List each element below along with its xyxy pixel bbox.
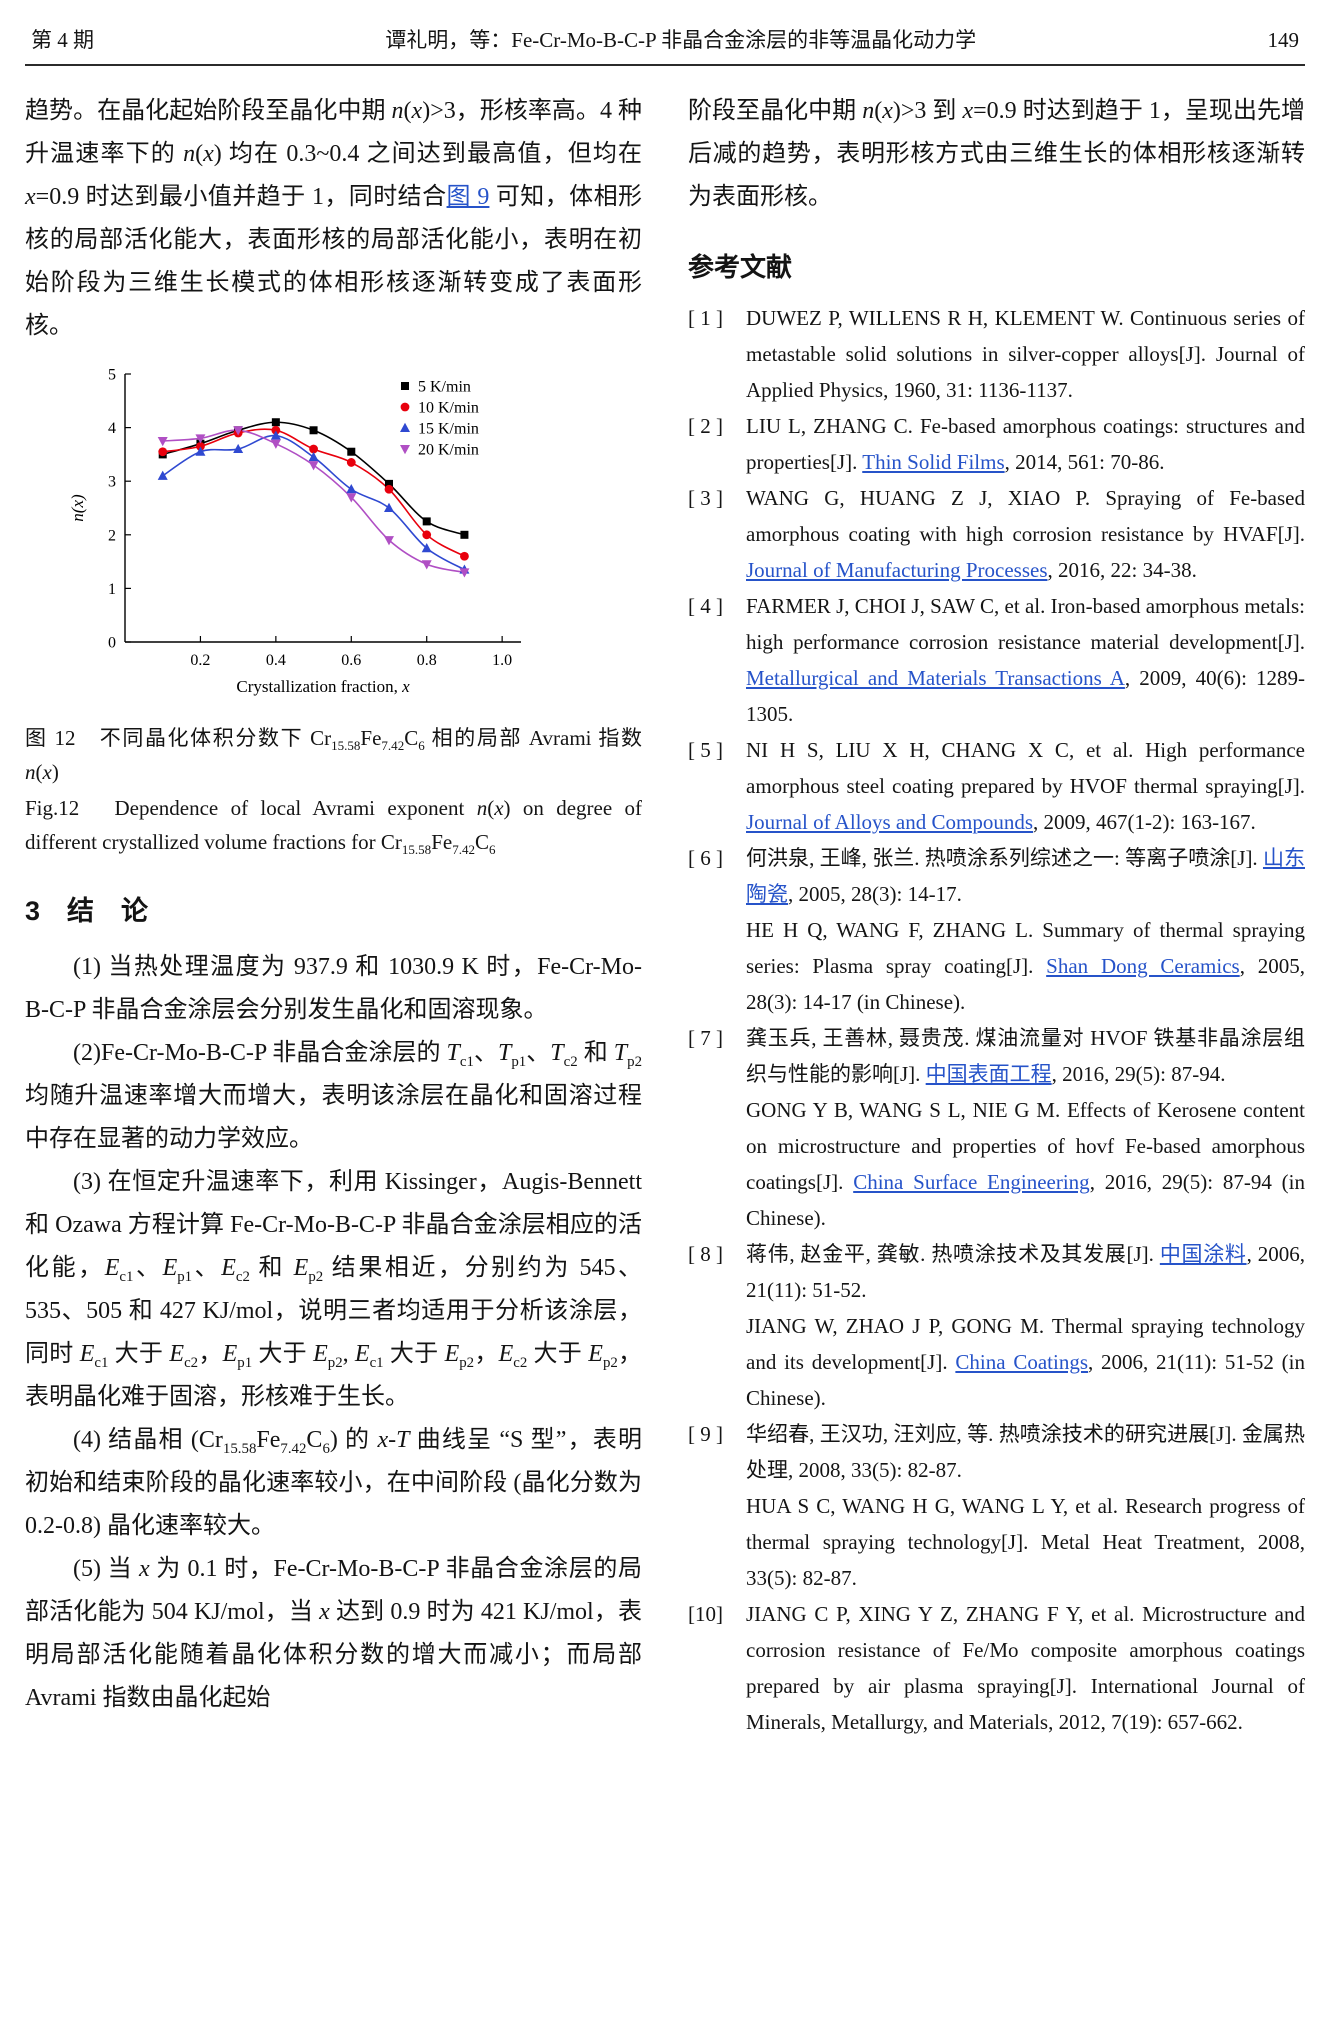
left-column: 趋势。在晶化起始阶段至晶化中期 n(x)>3，形核率高。4 种升温速率下的 n(…: [25, 90, 642, 1740]
page-number: 149: [1267, 28, 1300, 52]
svg-text:0.4: 0.4: [266, 652, 286, 669]
reference-item: [ 4 ] FARMER J, CHOI J, SAW C, et al. Iro…: [688, 588, 1305, 732]
avrami-exponent-chart: 0 1 2 3 4 5 0.2 0.4 0.6 0.8 1.0 Crystallization fra…: [68, 367, 521, 696]
svg-text:1.0: 1.0: [492, 652, 512, 669]
reference-item: [ 2 ] LIU L, ZHANG C. Fe-based amorphous …: [688, 408, 1305, 480]
svg-text:3: 3: [108, 474, 116, 491]
reference-label: [ 3 ]: [688, 486, 723, 510]
reference-paragraph: 华绍春, 王汉功, 汪刘应, 等. 热喷涂技术的研究进展[J]. 金属热处理, …: [746, 1422, 1305, 1482]
reference-body: FARMER J, CHOI J, SAW C, et al. Iron-bas…: [746, 588, 1305, 732]
reference-paragraph: WANG G, HUANG Z J, XIAO P. Spraying of F…: [746, 486, 1305, 582]
reference-item: [ 9 ] 华绍春, 王汉功, 汪刘应, 等. 热喷涂技术的研究进展[J]. 金属…: [688, 1416, 1305, 1596]
reference-item: [ 6 ] 何洪泉, 王峰, 张兰. 热喷涂系列综述之一: 等离子喷涂[J]. 山…: [688, 840, 1305, 1020]
reference-paragraph: FARMER J, CHOI J, SAW C, et al. Iron-bas…: [746, 594, 1305, 726]
figure-9-link[interactable]: 图 9: [446, 184, 490, 210]
figure-chart: 0 1 2 3 4 5 0.2 0.4 0.6 0.8 1.0 Crystallization fra…: [63, 360, 642, 713]
reference-body: 蒋伟, 赵金平, 龚敏. 热喷涂技术及其发展[J]. 中国涂料, 2006, 2…: [746, 1236, 1305, 1416]
reference-label: [10]: [688, 1602, 723, 1626]
reference-body: DUWEZ P, WILLENS R H, KLEMENT W. Continu…: [746, 300, 1305, 408]
journal-link[interactable]: 中国涂料: [1159, 1242, 1247, 1266]
conclusion-paragraph: (2)Fe-Cr-Mo-B-C-P 非晶合金涂层的 Tc1、Tp1、Tc2 和 …: [25, 1040, 643, 1152]
continuation-paragraph-left: 趋势。在晶化起始阶段至晶化中期 n(x)>3，形核率高。4 种升温速率下的 n(…: [25, 98, 643, 339]
journal-link[interactable]: 中国表面工程: [925, 1062, 1052, 1086]
conclusion-paragraph: (4) 结晶相 (Cr15.58Fe7.42C6) 的 x-T 曲线呈 “S 型…: [25, 1427, 642, 1539]
reference-body: JIANG C P, XING Y Z, ZHANG F Y, et al. M…: [746, 1596, 1305, 1740]
reference-body: LIU L, ZHANG C. Fe-based amorphous coati…: [746, 408, 1305, 480]
figure-caption-en: Fig.12 Dependence of local Avrami expone…: [25, 796, 642, 858]
section-heading-conclusion: 3 结 论: [25, 896, 149, 926]
journal-link[interactable]: Journal of Manufacturing Processes: [746, 558, 1048, 582]
svg-text:0: 0: [108, 635, 116, 652]
reference-label: [ 2 ]: [688, 414, 723, 438]
reference-paragraph: JIANG C P, XING Y Z, ZHANG F Y, et al. M…: [746, 1602, 1305, 1734]
reference-paragraph: HUA S C, WANG H G, WANG L Y, et al. Rese…: [746, 1494, 1305, 1590]
journal-link[interactable]: China Surface Engineering: [853, 1170, 1090, 1194]
svg-text:4: 4: [108, 420, 116, 437]
svg-text:0.8: 0.8: [417, 652, 437, 669]
reference-label: [ 7 ]: [688, 1026, 723, 1050]
svg-text:10 K/min: 10 K/min: [418, 400, 479, 417]
reference-paragraph: 何洪泉, 王峰, 张兰. 热喷涂系列综述之一: 等离子喷涂[J]. 山东陶瓷, …: [746, 846, 1305, 906]
running-title: 谭礼明，等：Fe-Cr-Mo-B-C-P 非晶合金涂层的非等温晶化动力学: [385, 28, 977, 52]
right-column: 阶段至晶化中期 n(x)>3 到 x=0.9 时达到趋于 1，呈现出先增后减的趋…: [688, 90, 1305, 1740]
journal-link[interactable]: Journal of Alloys and Compounds: [746, 810, 1033, 834]
svg-text:Crystallization fraction, x: Crystallization fraction, x: [236, 677, 410, 696]
reference-label: [ 5 ]: [688, 738, 723, 762]
reference-item: [ 7 ] 龚玉兵, 王善林, 聂贵茂. 煤油流量对 HVOF 铁基非晶涂层组织与…: [688, 1020, 1305, 1236]
svg-text:n(x): n(x): [68, 494, 87, 522]
reference-paragraph: DUWEZ P, WILLENS R H, KLEMENT W. Continu…: [746, 306, 1305, 402]
svg-text:5 K/min: 5 K/min: [418, 379, 471, 396]
reference-paragraph: HE H Q, WANG F, ZHANG L. Summary of ther…: [746, 918, 1305, 1014]
svg-text:0.6: 0.6: [341, 652, 361, 669]
svg-text:20 K/min: 20 K/min: [418, 442, 479, 459]
reference-paragraph: 蒋伟, 赵金平, 龚敏. 热喷涂技术及其发展[J]. 中国涂料, 2006, 2…: [746, 1242, 1305, 1302]
references-heading: 参考文献: [688, 252, 793, 282]
reference-item: [10] JIANG C P, XING Y Z, ZHANG F Y, et a…: [688, 1596, 1305, 1740]
reference-paragraph: NI H S, LIU X H, CHANG X C, et al. High …: [746, 738, 1305, 834]
reference-body: 何洪泉, 王峰, 张兰. 热喷涂系列综述之一: 等离子喷涂[J]. 山东陶瓷, …: [746, 840, 1305, 1020]
reference-item: [ 3 ] WANG G, HUANG Z J, XIAO P. Spraying…: [688, 480, 1305, 588]
journal-link[interactable]: Metallurgical and Materials Transactions…: [746, 666, 1125, 690]
reference-label: [ 1 ]: [688, 306, 723, 330]
journal-link[interactable]: Thin Solid Films: [862, 450, 1005, 474]
reference-paragraph: GONG Y B, WANG S L, NIE G M. Effects of …: [746, 1098, 1305, 1230]
reference-body: 龚玉兵, 王善林, 聂贵茂. 煤油流量对 HVOF 铁基非晶涂层组织与性能的影响…: [746, 1020, 1305, 1236]
figure-caption-zh: 图 12 不同晶化体积分数下 Cr15.58Fe7.42C6 相的局部 Avra…: [25, 726, 642, 784]
journal-link[interactable]: China Coatings: [955, 1350, 1088, 1374]
references-list: [ 1 ] DUWEZ P, WILLENS R H, KLEMENT W. Co…: [688, 300, 1305, 1740]
reference-body: 华绍春, 王汉功, 汪刘应, 等. 热喷涂技术的研究进展[J]. 金属热处理, …: [746, 1416, 1305, 1596]
reference-label: [ 9 ]: [688, 1422, 723, 1446]
svg-text:1: 1: [108, 581, 116, 598]
svg-text:5: 5: [108, 367, 116, 384]
journal-link[interactable]: Shan Dong Ceramics: [1046, 954, 1240, 978]
conclusion-paragraph: (1) 当热处理温度为 937.9 和 1030.9 K 时，Fe-Cr-Mo-…: [25, 954, 642, 1023]
conclusion-paragraphs: (1) 当热处理温度为 937.9 和 1030.9 K 时，Fe-Cr-Mo-…: [25, 946, 642, 1720]
reference-item: [ 8 ] 蒋伟, 赵金平, 龚敏. 热喷涂技术及其发展[J]. 中国涂料, 20…: [688, 1236, 1305, 1416]
reference-paragraph: LIU L, ZHANG C. Fe-based amorphous coati…: [746, 414, 1305, 474]
page-header: 第 4 期 谭礼明，等：Fe-Cr-Mo-B-C-P 非晶合金涂层的非等温晶化动…: [25, 24, 1305, 66]
reference-label: [ 8 ]: [688, 1242, 723, 1266]
two-column-layout: 趋势。在晶化起始阶段至晶化中期 n(x)>3，形核率高。4 种升温速率下的 n(…: [25, 90, 1305, 1740]
svg-text:2: 2: [108, 527, 116, 544]
reference-paragraph: 龚玉兵, 王善林, 聂贵茂. 煤油流量对 HVOF 铁基非晶涂层组织与性能的影响…: [746, 1026, 1305, 1086]
reference-item: [ 5 ] NI H S, LIU X H, CHANG X C, et al. …: [688, 732, 1305, 840]
svg-text:15 K/min: 15 K/min: [418, 421, 479, 438]
reference-label: [ 4 ]: [688, 594, 723, 618]
reference-label: [ 6 ]: [688, 846, 723, 870]
continuation-paragraph-right: 阶段至晶化中期 n(x)>3 到 x=0.9 时达到趋于 1，呈现出先增后减的趋…: [688, 98, 1305, 210]
svg-text:0.2: 0.2: [190, 652, 210, 669]
reference-item: [ 1 ] DUWEZ P, WILLENS R H, KLEMENT W. Co…: [688, 300, 1305, 408]
conclusion-paragraph: (5) 当 x 为 0.1 时，Fe-Cr-Mo-B-C-P 非晶合金涂层的局部…: [25, 1556, 642, 1711]
journal-issue: 第 4 期: [31, 28, 94, 52]
reference-body: WANG G, HUANG Z J, XIAO P. Spraying of F…: [746, 480, 1305, 588]
conclusion-paragraph: (3) 在恒定升温速率下，利用 Kissinger，Augis-Bennett …: [25, 1169, 643, 1410]
journal-link[interactable]: 山东陶瓷: [746, 846, 1305, 906]
reference-paragraph: JIANG W, ZHAO J P, GONG M. Thermal spray…: [746, 1314, 1305, 1410]
reference-body: NI H S, LIU X H, CHANG X C, et al. High …: [746, 732, 1305, 840]
